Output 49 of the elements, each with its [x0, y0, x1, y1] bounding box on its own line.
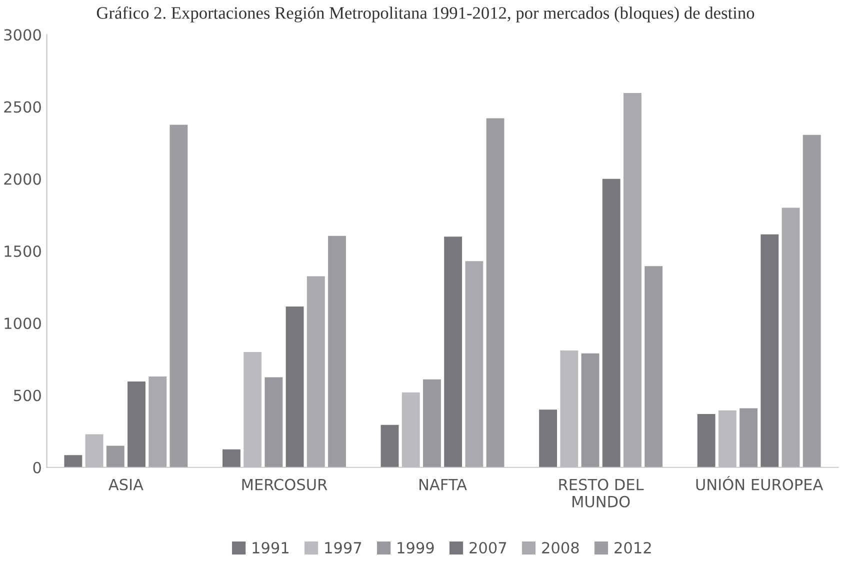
bar [740, 408, 758, 468]
bar [380, 424, 399, 468]
bar [85, 434, 104, 468]
bar [444, 236, 462, 468]
bar [328, 236, 346, 468]
x-tick-label: MERCOSUR [242, 478, 328, 490]
legend-label: 2012 [614, 542, 651, 554]
bar [244, 352, 262, 468]
bar [222, 449, 240, 468]
bar [264, 377, 283, 468]
bar [697, 414, 716, 468]
y-tick-label: 2500 [4, 101, 41, 113]
bar [286, 306, 304, 468]
x-tick-label: NAFTA [420, 478, 467, 490]
y-tick-label: 1000 [4, 318, 41, 330]
legend-label: 1991 [252, 542, 288, 554]
bar [644, 266, 663, 468]
bar [170, 124, 188, 468]
bar [128, 382, 146, 468]
bar [402, 392, 420, 468]
bar [486, 118, 504, 468]
y-tick-label: 1500 [4, 245, 41, 258]
bar [560, 350, 578, 468]
x-tick-label: ASIA [108, 478, 144, 490]
x-tick-label: RESTO DEL MUNDO [559, 478, 644, 508]
legend-label: 2007 [470, 542, 506, 554]
bar [581, 353, 600, 468]
bar [718, 410, 736, 468]
bar [539, 410, 558, 468]
bar [602, 178, 620, 468]
bar [64, 455, 82, 468]
y-tick-label: 500 [14, 390, 41, 402]
y-tick-label: 3000 [4, 29, 41, 41]
x-tick-label: UNIÓN EUROPEA [696, 476, 824, 490]
bar [306, 276, 325, 468]
bar [782, 208, 800, 468]
bar [802, 134, 821, 468]
bar [760, 234, 779, 468]
legend-label: 1999 [398, 542, 434, 554]
legend-label: 2008 [542, 542, 579, 554]
bar [148, 376, 167, 468]
y-tick-label: 2000 [4, 173, 41, 185]
chart-title: Gráfico 2. Exportaciones Región Metropolitana 1991-2012, por mercados (bloques) de destino [96, 6, 754, 22]
y-tick-label: 0 [33, 462, 41, 474]
legend-label: 1997 [325, 542, 362, 554]
bar [623, 93, 642, 468]
bar [106, 446, 124, 468]
bar [423, 379, 441, 468]
bar [465, 261, 484, 468]
